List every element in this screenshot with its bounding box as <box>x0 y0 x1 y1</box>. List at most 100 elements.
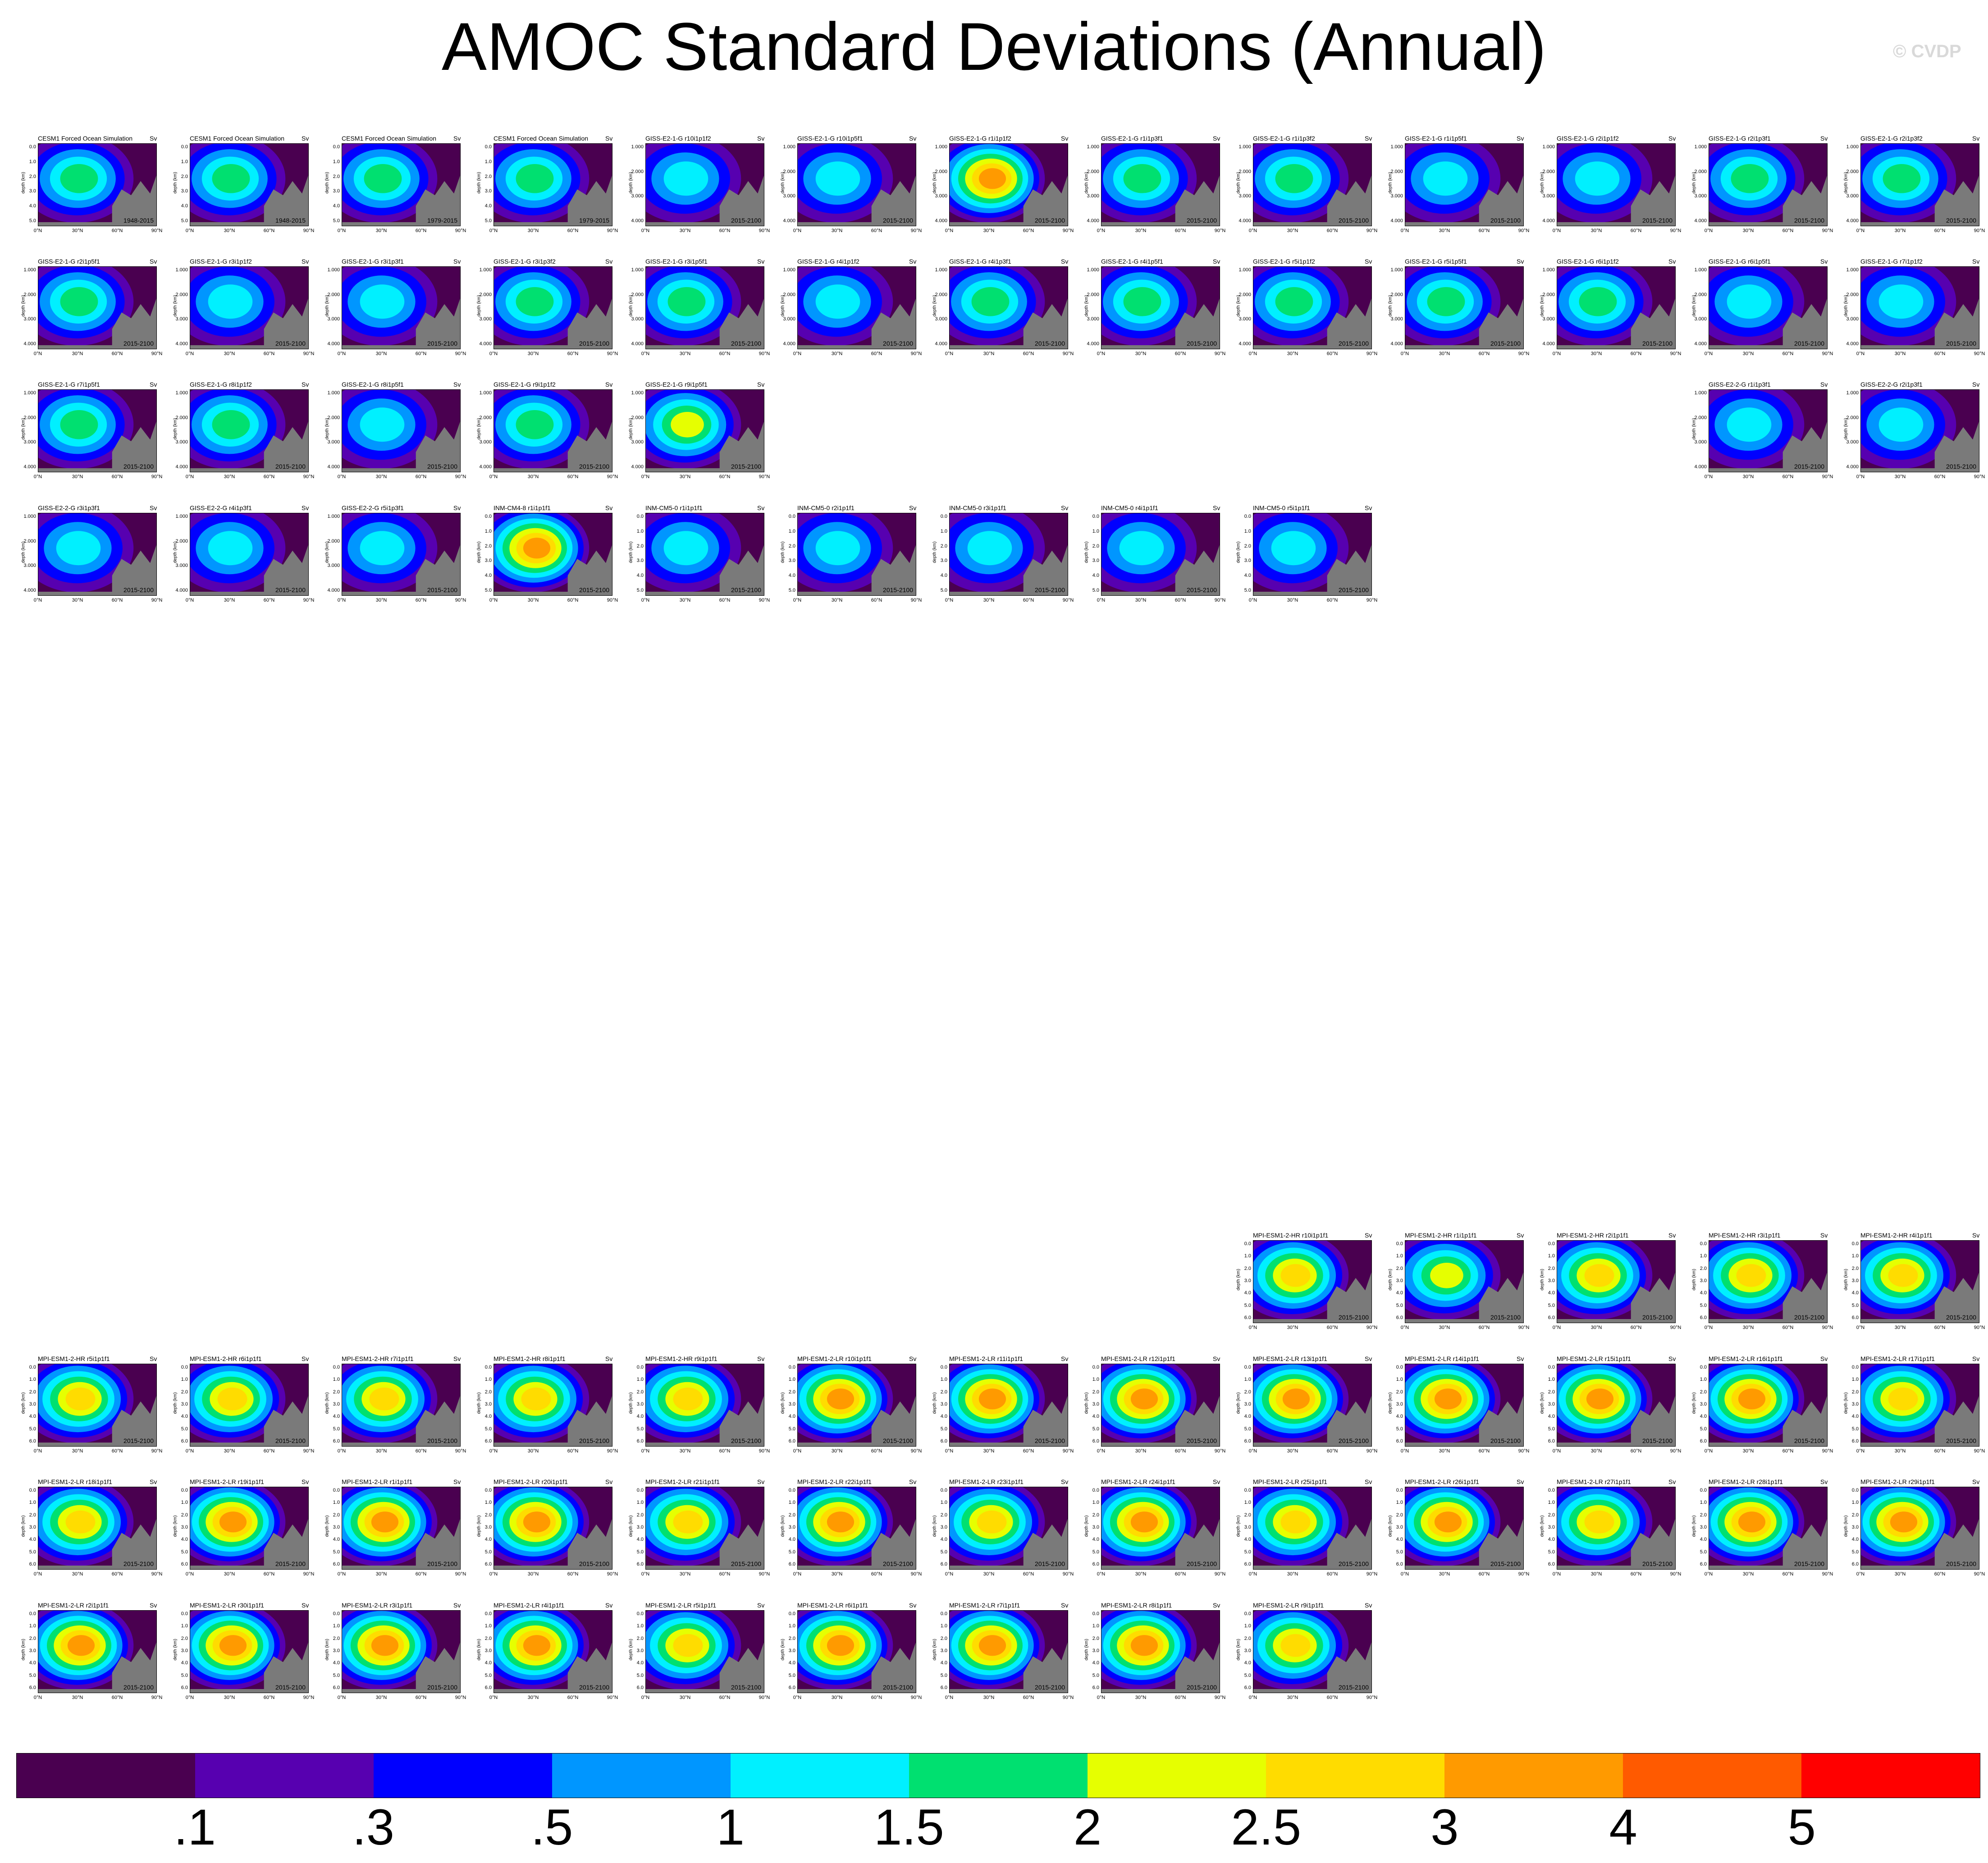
y-tick-label: 1.0 <box>1851 1253 1859 1259</box>
panel-svg <box>950 267 1068 349</box>
amoc-panel: GISS-E2-1-G r7i1p1f2 Sv 2015-2100 1.000 2.00… <box>1843 258 1985 356</box>
y-tick-label: 5.0 <box>1396 1426 1403 1432</box>
y-tick-label: 5.0 <box>1700 1302 1707 1308</box>
y-tick-label: 1.000 <box>1846 144 1859 150</box>
amoc-panel: GISS-E2-1-G r1i1p3f1 Sv 2015-2100 1.000 2.00… <box>1084 135 1225 233</box>
land-floor <box>1557 1443 1675 1446</box>
colorbar-tick-label: .5 <box>530 1799 573 1855</box>
panel-plot: 2015-2100 <box>38 389 157 472</box>
panel-units: Sv <box>302 1355 309 1362</box>
x-tick-label: 0°N <box>1552 228 1561 233</box>
y-axis-label: depth (km) <box>1691 1515 1697 1537</box>
contour-level <box>1888 1264 1918 1287</box>
y-tick-label: 1.0 <box>788 1500 795 1506</box>
contour-level <box>1738 1511 1766 1533</box>
y-tick-label: 2.0 <box>940 1512 947 1518</box>
panel-units: Sv <box>909 135 917 142</box>
x-tick-label: 30°N <box>1742 1325 1754 1330</box>
x-tick-label: 0°N <box>33 351 42 356</box>
amoc-panel: GISS-E2-1-G r10i1p5f1 Sv 2015-2100 1.000 2.0… <box>780 135 922 233</box>
x-tick-label: 0°N <box>1248 228 1257 233</box>
x-tick-label: 90°N <box>1214 1695 1226 1700</box>
y-tick-label: 2.0 <box>636 1389 644 1395</box>
y-tick-label: 1.000 <box>327 514 340 519</box>
x-tick-label: 30°N <box>72 228 83 233</box>
colorbar-tick-label: .1 <box>174 1799 216 1855</box>
y-tick-label: 5.0 <box>940 1426 947 1432</box>
panel-units: Sv <box>1820 381 1828 388</box>
panel-svg <box>1101 1364 1220 1446</box>
amoc-panel: MPI-ESM1-2-LR r15i1p1f1 Sv 2015-2100 0.0 1.0… <box>1540 1355 1681 1454</box>
land-floor <box>798 222 916 226</box>
panel-title: GISS-E2-1-G r8i1p5f1 <box>342 381 404 388</box>
x-tick-label: 0°N <box>793 1571 802 1577</box>
land-mask <box>1175 1396 1220 1446</box>
y-tick-label: 2.0 <box>484 1389 492 1395</box>
x-tick-label: 60°N <box>1175 351 1186 356</box>
land-mask <box>1327 1396 1371 1446</box>
y-tick-label: 4.000 <box>175 464 188 470</box>
panel-units: Sv <box>1061 1355 1069 1362</box>
y-tick-label: 4.000 <box>1846 464 1859 470</box>
panel-title: MPI-ESM1-2-LR r15i1p1f1 <box>1557 1355 1631 1362</box>
land-mask <box>1175 545 1220 595</box>
contour-level <box>523 538 551 559</box>
panel-title: GISS-E2-1-G r3i1p3f2 <box>494 258 556 265</box>
panel-svg <box>494 390 612 472</box>
y-tick-label: 4.000 <box>175 588 188 593</box>
panel-units: Sv <box>1365 504 1372 511</box>
land-floor <box>342 468 460 472</box>
y-tick-label: 0.0 <box>1700 1365 1707 1370</box>
y-tick-label: 4.0 <box>181 1660 188 1666</box>
x-tick-label: 90°N <box>151 1571 163 1577</box>
y-tick-label: 5.0 <box>484 1672 492 1678</box>
y-tick-label: 5.0 <box>1396 1302 1403 1308</box>
land-mask <box>1631 1396 1675 1446</box>
amoc-panel: CESM1 Forced Ocean Simulation Sv 1979-2015… <box>476 135 618 233</box>
panel-units: Sv <box>150 1478 157 1485</box>
x-tick-label: 60°N <box>871 1448 882 1454</box>
panel-svg <box>798 1487 916 1569</box>
panel-title: GISS-E2-1-G r2i1p5f1 <box>38 258 100 265</box>
y-axis-label: depth (km) <box>1236 1269 1241 1291</box>
y-tick-label: 1.000 <box>1846 267 1859 273</box>
panel-period: 2015-2100 <box>275 586 306 594</box>
panel-plot: 2015-2100 <box>342 1364 461 1447</box>
y-tick-label: 6.0 <box>29 1685 36 1690</box>
y-tick-label: 0.0 <box>29 1365 36 1370</box>
y-tick-label: 2.0 <box>940 1635 947 1641</box>
x-tick-label: 30°N <box>527 228 539 233</box>
y-tick-label: 5.0 <box>29 1426 36 1432</box>
panel-svg <box>38 267 156 349</box>
y-axis-label: depth (km) <box>1691 1269 1697 1291</box>
x-tick-label: 30°N <box>1894 1571 1906 1577</box>
y-axis-label: depth (km) <box>324 418 330 440</box>
panel-plot: 2015-2100 <box>38 513 157 596</box>
y-tick-label: 3.0 <box>1851 1402 1859 1407</box>
amoc-panel: GISS-E2-1-G r10i1p1f2 Sv 2015-2100 1.000 2.0… <box>628 135 770 233</box>
land-mask <box>567 1642 612 1693</box>
y-tick-label: 2.0 <box>788 1635 795 1641</box>
y-tick-label: 2.0 <box>636 1512 644 1518</box>
y-tick-label: 3.000 <box>1846 316 1859 322</box>
land-floor <box>38 222 156 226</box>
panel-period: 2015-2100 <box>1946 217 1976 224</box>
contour-level <box>217 1387 247 1411</box>
y-tick-label: 1.0 <box>788 1377 795 1383</box>
y-axis-label: depth (km) <box>1084 1639 1089 1661</box>
panel-period: 2015-2100 <box>1490 1560 1521 1567</box>
land-mask <box>567 1396 612 1446</box>
y-tick-label: 3.000 <box>327 316 340 322</box>
amoc-panel: MPI-ESM1-2-HR r3i1p1f1 Sv 2015-2100 0.0 1.0 2… <box>1691 1232 1833 1330</box>
x-tick-label: 90°N <box>1214 1448 1226 1454</box>
panel-units: Sv <box>757 504 765 511</box>
y-tick-label: 5.0 <box>1244 588 1251 593</box>
y-tick-label: 4.000 <box>479 464 492 470</box>
land-mask <box>1934 1519 1979 1569</box>
x-tick-label: 90°N <box>1974 1448 1985 1454</box>
panel-svg <box>494 144 612 226</box>
land-mask <box>416 1642 460 1693</box>
y-tick-label: 6.0 <box>181 1685 188 1690</box>
y-tick-label: 1.0 <box>940 1623 947 1629</box>
x-tick-label: 0°N <box>1097 1695 1106 1700</box>
